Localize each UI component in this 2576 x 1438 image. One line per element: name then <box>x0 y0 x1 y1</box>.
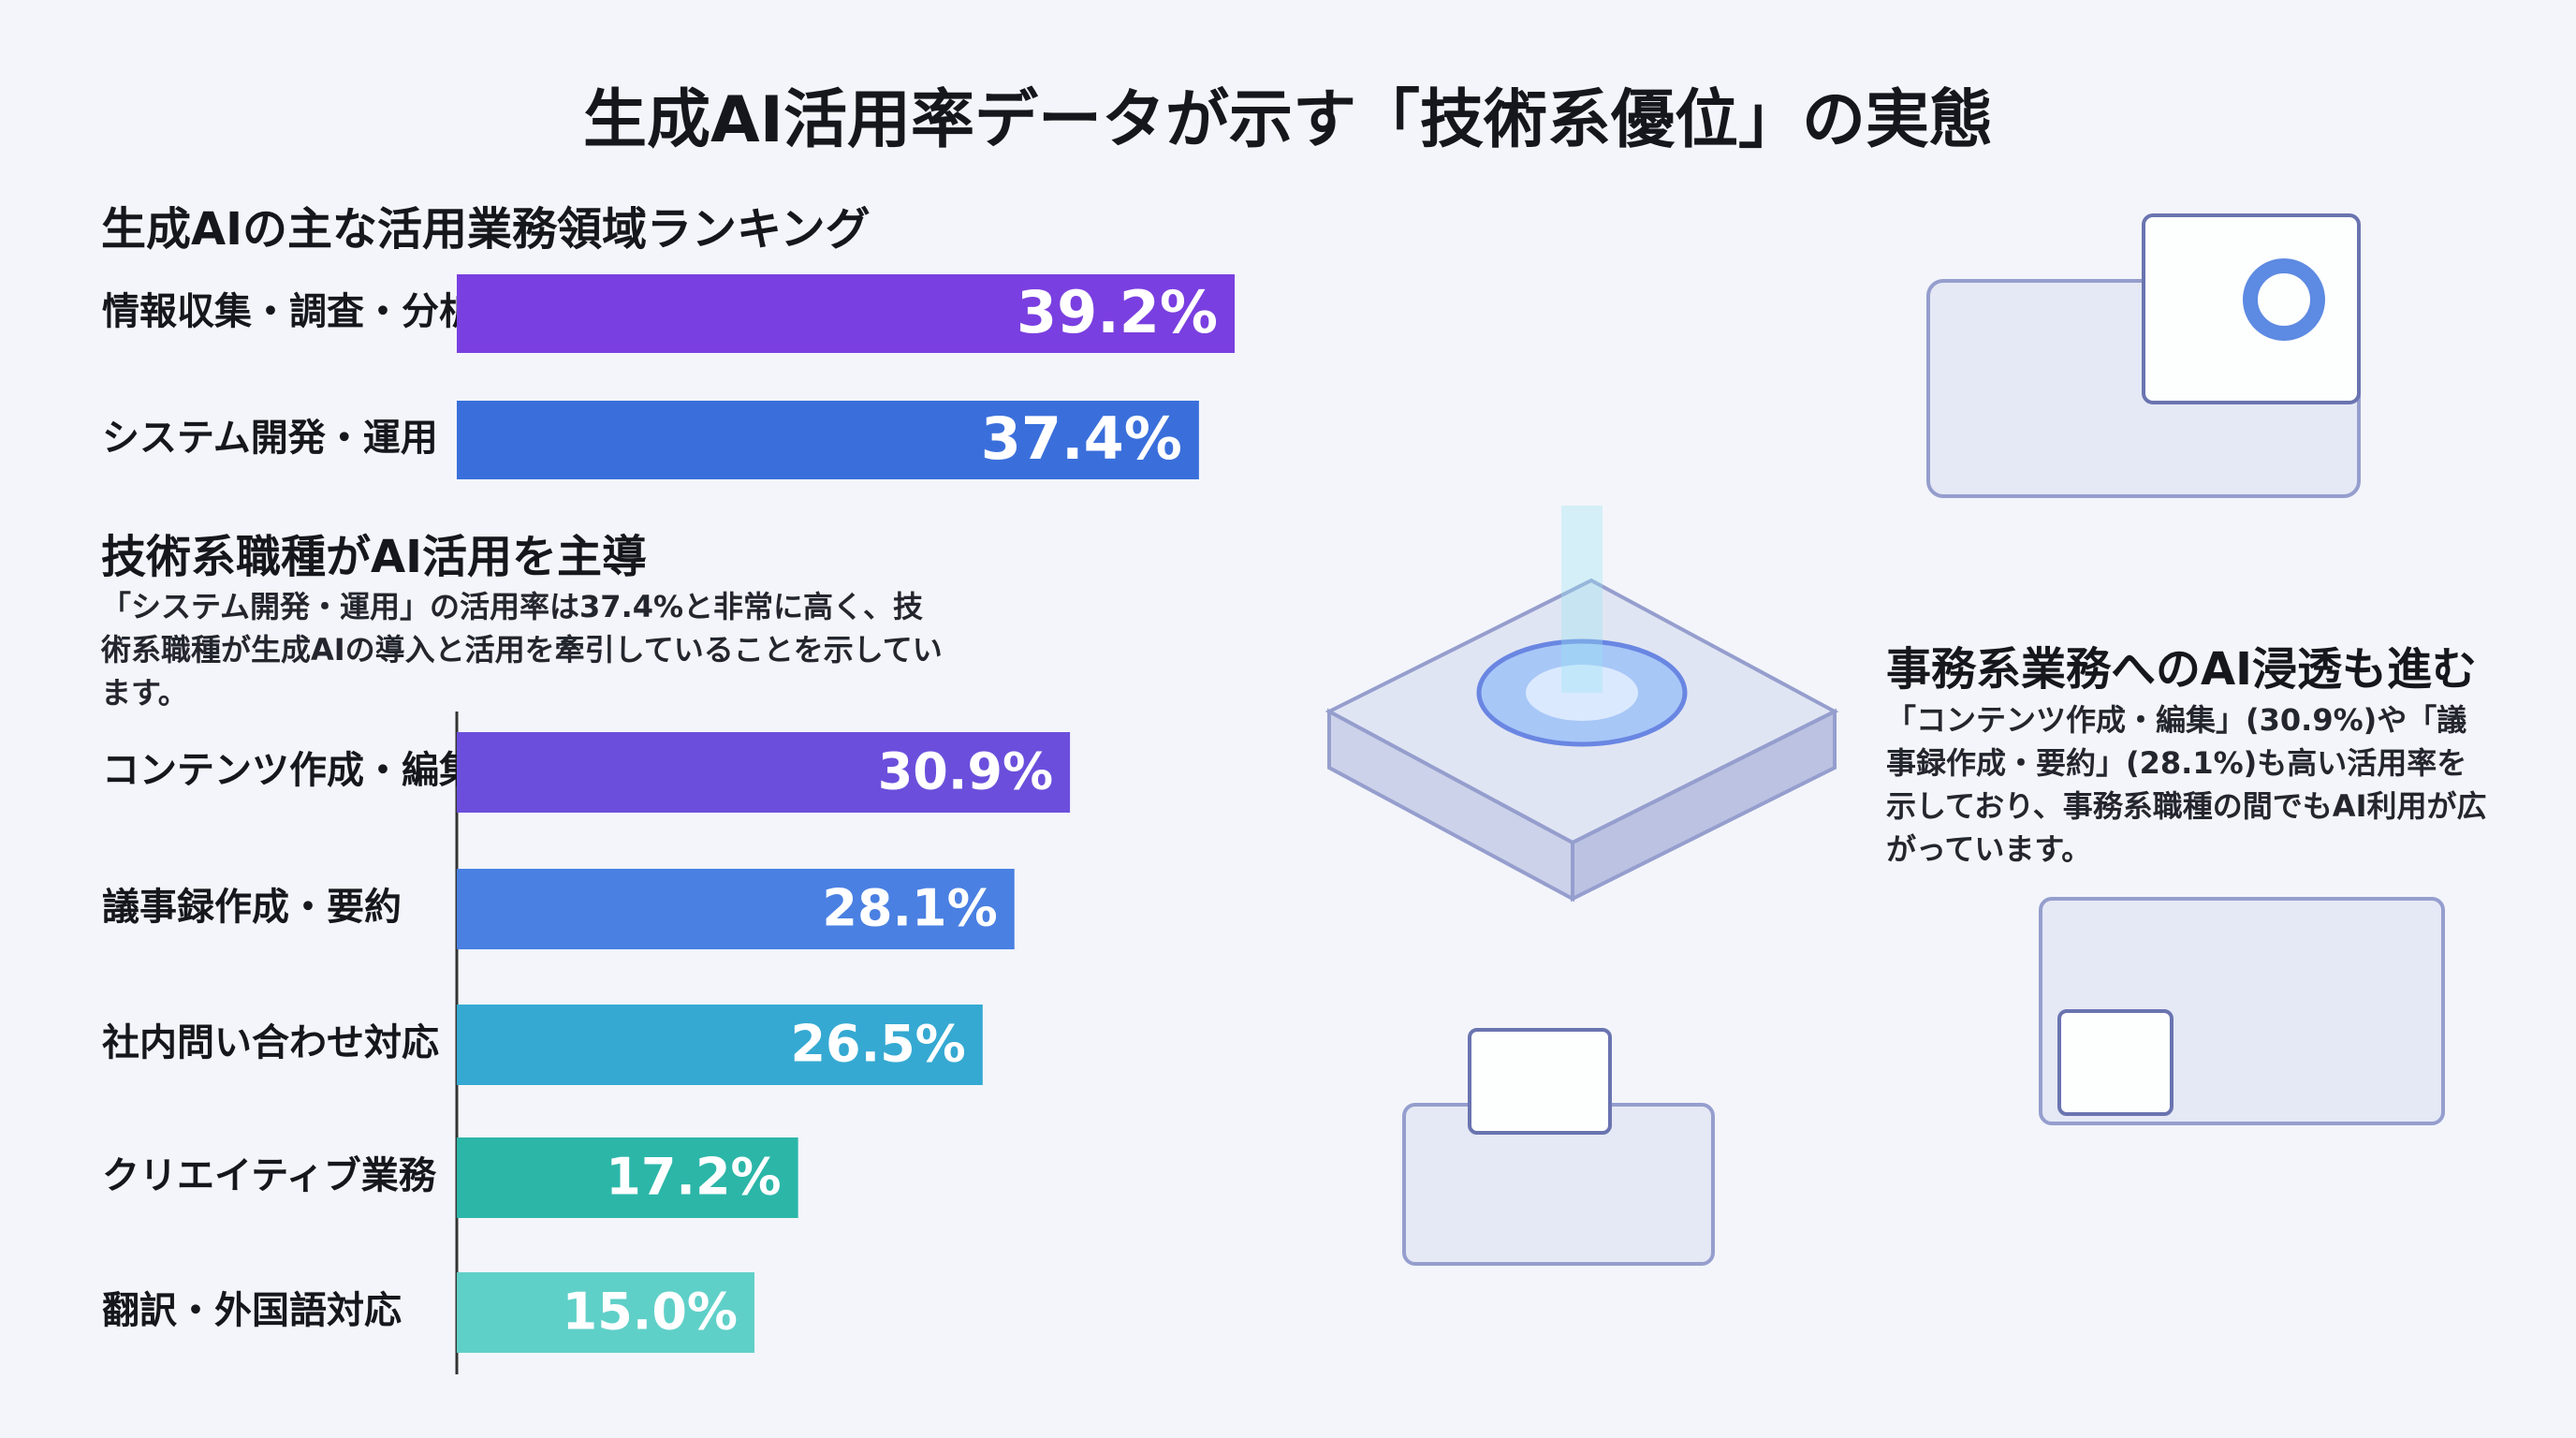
bar <box>457 869 1015 949</box>
bar <box>457 1137 798 1218</box>
value-label: 28.1% <box>822 879 997 938</box>
bar <box>457 274 1236 353</box>
category-label: 翻訳・外国語対応 <box>102 1289 402 1332</box>
category-label: コンテンツ作成・編集 <box>102 749 476 792</box>
note-heading: 事務系業務へのAI浸透も進む <box>1886 643 2478 696</box>
value-label: 15.0% <box>563 1283 738 1342</box>
category-label: 情報収集・調査・分析 <box>102 290 476 333</box>
value-label: 17.2% <box>606 1148 781 1207</box>
illustration <box>1325 213 2445 1266</box>
chart-title: 生成AIの主な活用業務領域ランキング <box>101 203 871 256</box>
value-label: 30.9% <box>878 742 1053 801</box>
note-text: 「コンテンツ作成・編集」(30.9%)や「議事録作成・要約」(28.1%)も高い… <box>1886 702 2487 867</box>
category-label: システム開発・運用 <box>102 417 438 460</box>
value-label: 39.2% <box>1017 278 1218 346</box>
bar <box>457 401 1199 479</box>
bar <box>457 732 1071 813</box>
value-label: 37.4% <box>981 404 1182 473</box>
category-label: 社内問い合わせ対応 <box>102 1021 439 1064</box>
category-label: クリエイティブ業務 <box>102 1154 437 1197</box>
note-text: 「システム開発・運用」の活用率は37.4%と非常に高く、技術系職種が生成AIの導… <box>101 589 943 711</box>
page-title: 生成AI活用率データが示す「技術系優位」の実態 <box>583 83 1993 157</box>
value-label: 26.5% <box>790 1015 965 1074</box>
bar <box>457 1005 983 1085</box>
bar <box>457 1272 754 1353</box>
note-heading: 技術系職種がAI活用を主導 <box>101 531 648 583</box>
category-label: 議事録作成・要約 <box>102 886 402 929</box>
